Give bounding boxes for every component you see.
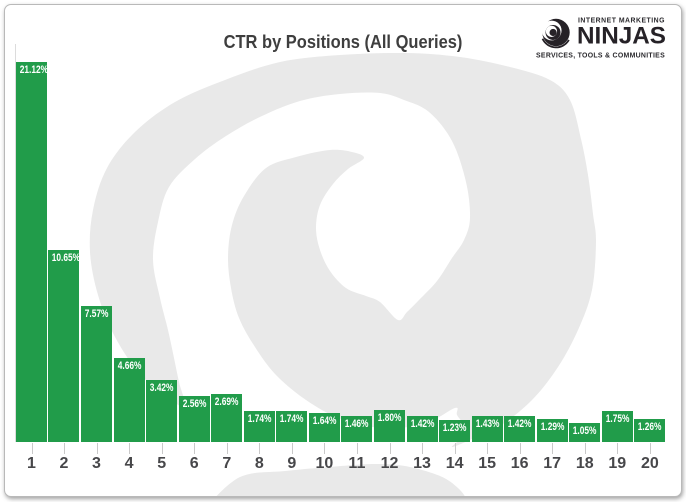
svg-text:SERVICES, TOOLS & COMMUNITIES: SERVICES, TOOLS & COMMUNITIES xyxy=(536,51,665,60)
svg-text:NINJAS: NINJAS xyxy=(577,23,666,50)
svg-text:INTERNET MARKETING: INTERNET MARKETING xyxy=(578,16,665,25)
